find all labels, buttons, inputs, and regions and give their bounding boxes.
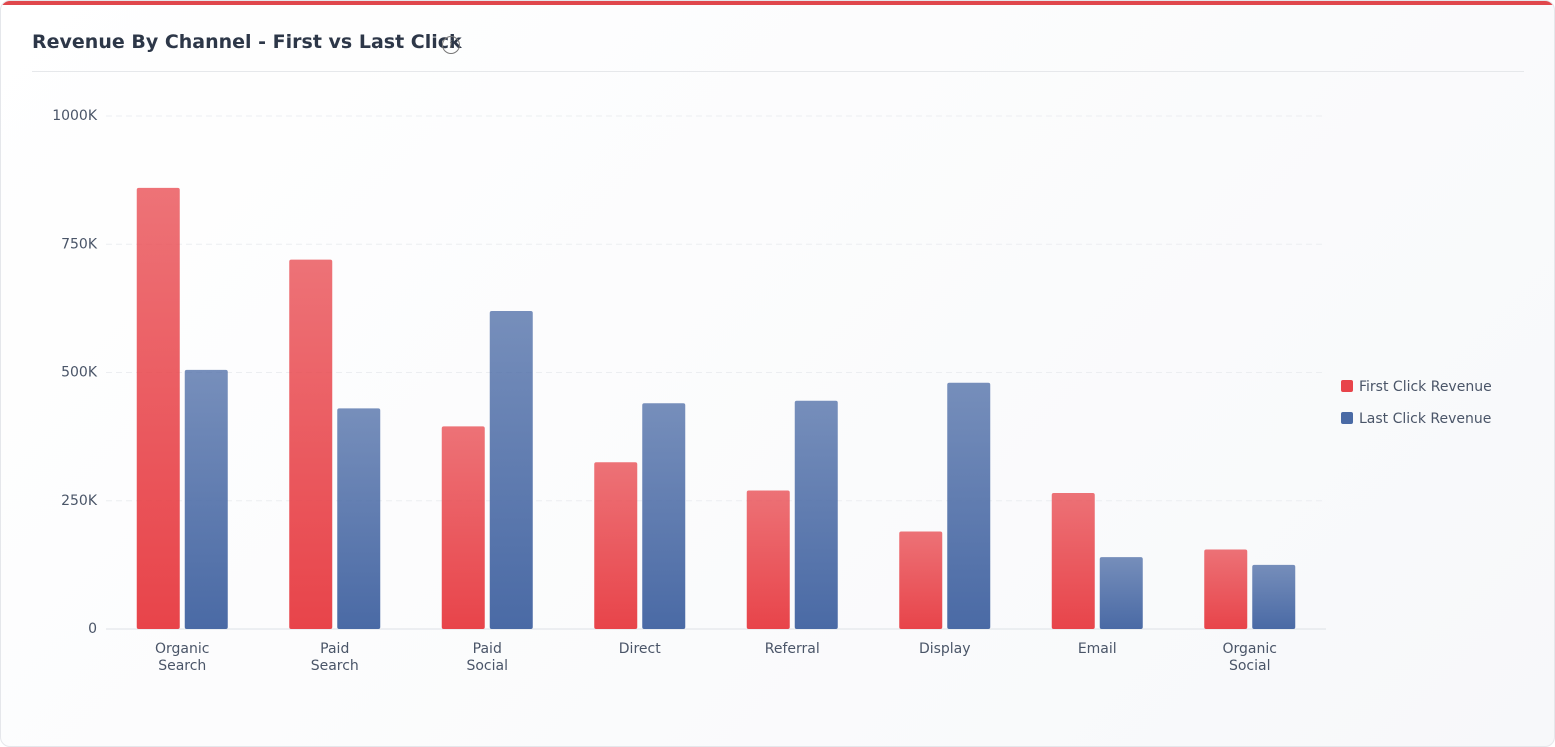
bar: [337, 408, 381, 629]
x-tick-label: Display: [918, 641, 971, 657]
bar: [947, 382, 991, 629]
bar: [489, 310, 533, 629]
legend-swatch: [1341, 412, 1353, 424]
bar: [184, 369, 228, 629]
bar: [1204, 549, 1248, 629]
legend-swatch: [1341, 380, 1353, 392]
y-tick-label: 0: [88, 621, 97, 637]
bar: [1051, 493, 1095, 629]
x-tick-label: Paid Social: [466, 641, 508, 674]
y-tick-label: 250K: [61, 493, 98, 509]
bar: [746, 490, 790, 629]
legend-label: First Click Revenue: [1359, 379, 1492, 395]
bar: [136, 187, 180, 629]
bar: [441, 426, 485, 629]
info-icon[interactable]: i: [442, 36, 460, 54]
y-tick-label: 750K: [61, 236, 98, 252]
x-tick-label: Referral: [764, 641, 820, 657]
x-tick-label: Direct: [618, 641, 661, 657]
accent-bar: [1, 1, 1554, 5]
legend-item: Last Click Revenue: [1341, 411, 1491, 427]
x-tick-label: Paid Search: [310, 641, 359, 674]
bar: [289, 259, 333, 629]
separator: [32, 71, 1524, 72]
x-tick-label: Organic Search: [155, 641, 210, 674]
bar: [794, 400, 838, 629]
chart-title: Revenue By Channel - First vs Last Click: [32, 31, 462, 53]
x-tick-label: Organic Social: [1222, 641, 1277, 674]
x-tick-label: Email: [1077, 641, 1117, 657]
legend-label: Last Click Revenue: [1359, 411, 1492, 427]
bar: [1252, 564, 1296, 629]
bar: [899, 531, 943, 629]
bar: [642, 403, 686, 629]
bar: [1099, 557, 1143, 629]
legend-item: First Click Revenue: [1341, 379, 1492, 395]
y-tick-label: 500K: [61, 365, 98, 381]
bar: [594, 462, 638, 629]
y-tick-label: 1000K: [52, 108, 98, 124]
